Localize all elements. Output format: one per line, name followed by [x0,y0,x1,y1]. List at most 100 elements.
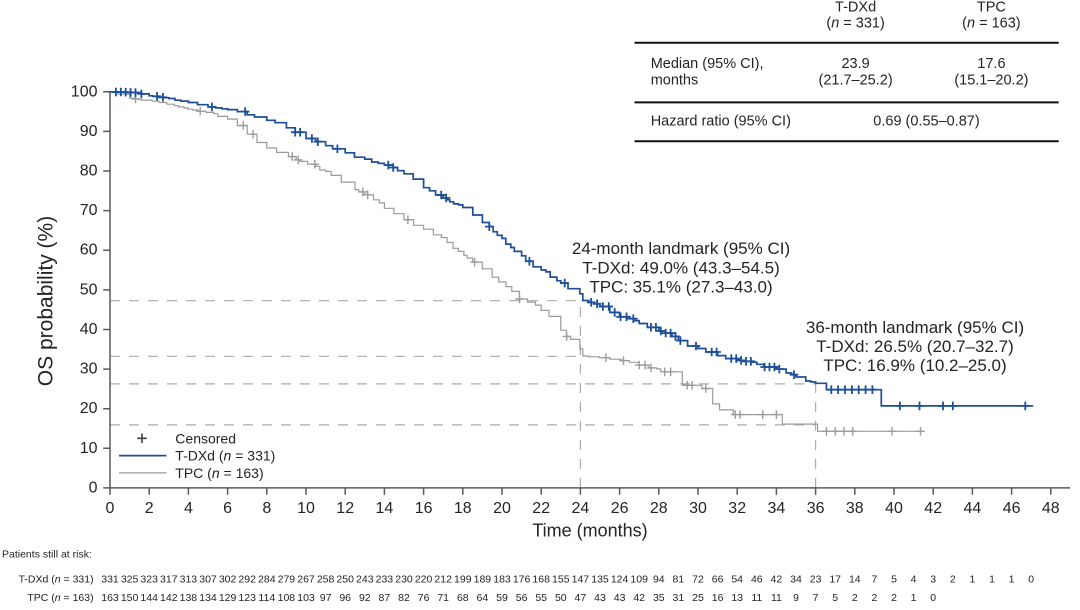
svg-text:97: 97 [320,592,332,604]
svg-text:T-DXd: T-DXd [835,0,876,16]
svg-text:7: 7 [813,592,819,604]
svg-text:307: 307 [199,573,217,585]
svg-text:123: 123 [238,592,256,604]
svg-text:40: 40 [885,500,903,517]
svg-text:323: 323 [140,573,158,585]
svg-text:138: 138 [180,592,198,604]
svg-text:24: 24 [572,500,590,517]
svg-text:220: 220 [415,573,433,585]
svg-text:42: 42 [924,500,942,517]
svg-text:331: 331 [101,573,119,585]
svg-text:T-DXd (n = 331): T-DXd (n = 331) [175,448,275,464]
svg-text:56: 56 [516,592,528,604]
svg-text:2: 2 [852,592,858,604]
svg-text:43: 43 [614,592,626,604]
svg-text:10: 10 [80,440,98,457]
svg-text:92: 92 [359,592,371,604]
svg-text:103: 103 [297,592,315,604]
svg-text:109: 109 [630,573,648,585]
svg-text:9: 9 [793,592,799,604]
svg-text:135: 135 [591,573,609,585]
svg-text:18: 18 [454,500,472,517]
svg-text:35: 35 [653,592,665,604]
svg-text:42: 42 [633,592,645,604]
svg-text:168: 168 [532,573,550,585]
svg-text:46: 46 [751,573,763,585]
svg-text:279: 279 [278,573,296,585]
svg-text:233: 233 [376,573,394,585]
svg-text:134: 134 [199,592,217,604]
svg-text:267: 267 [297,573,315,585]
svg-text:Hazard ratio (95% CI): Hazard ratio (95% CI) [651,113,791,129]
svg-text:TPC (n = 163): TPC (n = 163) [175,465,263,481]
svg-text:13: 13 [731,592,743,604]
svg-text:(n = 331): (n = 331) [826,16,884,32]
svg-text:163: 163 [101,592,119,604]
svg-text:8: 8 [262,500,271,517]
svg-text:124: 124 [611,573,629,585]
svg-text:71: 71 [437,592,449,604]
svg-text:6: 6 [223,500,232,517]
svg-text:34: 34 [768,500,786,517]
svg-text:2: 2 [871,592,877,604]
svg-text:317: 317 [160,573,178,585]
svg-text:23: 23 [810,573,822,585]
svg-text:TPC (n = 163): TPC (n = 163) [27,592,93,604]
svg-text:34: 34 [790,573,802,585]
svg-text:87: 87 [379,592,391,604]
svg-text:54: 54 [731,573,743,585]
svg-text:14: 14 [849,573,861,585]
svg-text:5: 5 [891,573,897,585]
svg-text:17.6: 17.6 [977,56,1005,72]
svg-text:11: 11 [751,592,762,604]
svg-text:32: 32 [728,500,746,517]
svg-text:4: 4 [911,573,917,585]
svg-text:36: 36 [807,500,825,517]
svg-text:150: 150 [121,592,139,604]
svg-text:142: 142 [160,592,178,604]
svg-text:2: 2 [891,592,897,604]
svg-text:72: 72 [692,573,704,585]
svg-text:325: 325 [121,573,139,585]
svg-text:3: 3 [930,573,936,585]
svg-text:292: 292 [238,573,256,585]
svg-text:38: 38 [846,500,864,517]
svg-text:Time (months): Time (months) [532,521,647,541]
svg-text:0: 0 [930,592,936,604]
svg-text:81: 81 [673,573,685,585]
svg-text:55: 55 [535,592,547,604]
svg-text:144: 144 [140,592,158,604]
svg-text:0: 0 [1028,573,1034,585]
svg-text:T-DXd: 49.0% (43.3–54.5): T-DXd: 49.0% (43.3–54.5) [582,258,780,277]
svg-text:94: 94 [653,573,665,585]
svg-text:12: 12 [336,500,354,517]
svg-text:10: 10 [297,500,315,517]
svg-text:129: 129 [219,592,237,604]
svg-text:T-DXd (n = 331): T-DXd (n = 331) [19,573,94,585]
svg-text:230: 230 [395,573,413,585]
svg-text:59: 59 [496,592,508,604]
svg-text:20: 20 [80,400,98,417]
svg-text:183: 183 [493,573,511,585]
svg-text:OS probability (%): OS probability (%) [35,216,58,386]
svg-text:42: 42 [771,573,783,585]
svg-text:250: 250 [336,573,354,585]
svg-text:2: 2 [145,500,154,517]
svg-text:23.9: 23.9 [841,56,869,72]
svg-text:5: 5 [832,592,838,604]
svg-text:302: 302 [219,573,237,585]
svg-text:30: 30 [80,361,98,378]
svg-text:months: months [651,72,699,88]
svg-text:48: 48 [1042,500,1060,517]
svg-text:Median (95% CI),: Median (95% CI), [651,56,764,72]
svg-text:100: 100 [71,83,98,100]
svg-text:2: 2 [950,573,956,585]
svg-text:22: 22 [532,500,550,517]
svg-text:243: 243 [356,573,374,585]
svg-text:90: 90 [80,123,98,140]
svg-text:1: 1 [989,573,995,585]
svg-text:50: 50 [80,281,98,298]
svg-text:189: 189 [474,573,492,585]
svg-text:31: 31 [673,592,685,604]
svg-text:60: 60 [80,242,98,259]
